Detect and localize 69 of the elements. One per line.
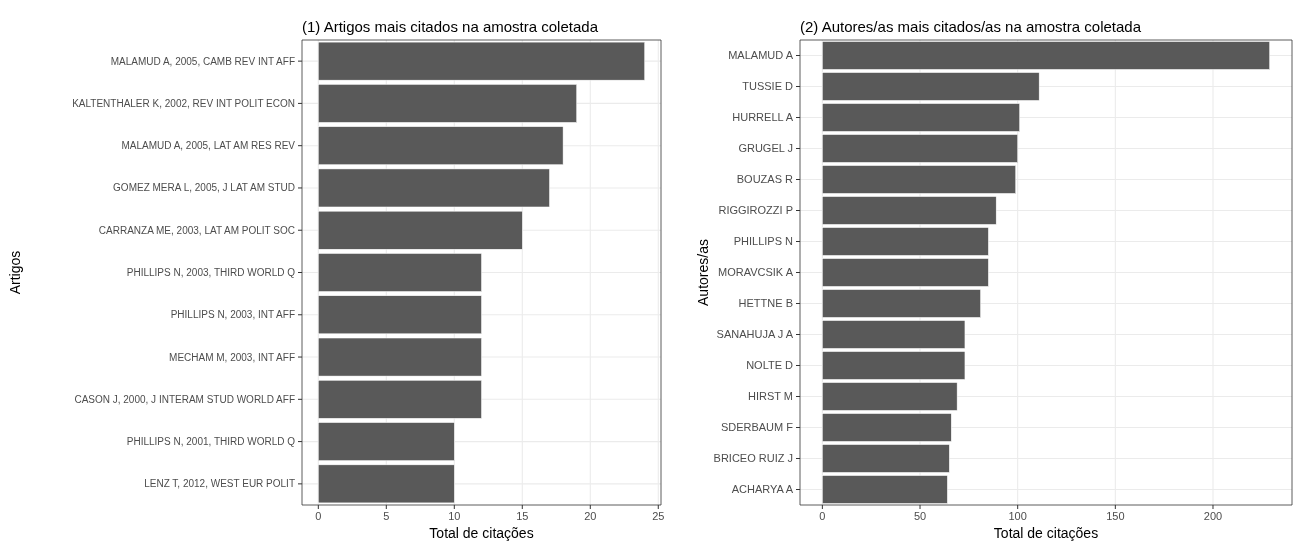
y-tick-label: CASON J, 2000, J INTERAM STUD WORLD AFF [74,393,295,405]
bar [318,84,577,123]
bar [822,41,1270,70]
y-tick-label: MALAMUD A [728,49,794,62]
x-axis-title: Total de citações [993,525,1099,541]
bar [822,134,1018,163]
y-tick-label: NOLTE D [746,359,794,372]
bar [318,422,455,461]
bar [318,41,645,81]
bar [822,351,966,380]
y-tick-label: CARRANZA ME, 2003, LAT AM POLIT SOC [98,224,295,236]
y-tick-label: KALTENTHALER K, 2002, REV INT POLIT ECON [72,97,295,109]
y-tick-label: HURRELL A [732,111,794,124]
chart-title: (1) Artigos mais citados na amostra coletada [302,18,599,35]
y-tick-label: MECHAM M, 2003, INT AFF [169,351,295,363]
bar [822,227,989,256]
y-tick-label: PHILLIPS N, 2003, THIRD WORLD Q [126,267,296,278]
bar [318,337,482,377]
bar [318,253,482,292]
y-tick-label: PHILLIPS N, 2001, THIRD WORLD Q [126,436,296,448]
y-tick-label: GOMEZ MERA L, 2005, J LAT AM STUD [113,182,295,194]
bar [318,380,482,419]
x-axis-title: Total de citações [429,525,534,541]
y-tick-label: MALAMUD A, 2005, LAT AM RES REV [121,140,296,152]
x-tick-label: 25 [652,510,665,522]
x-tick-label: 10 [448,510,461,522]
x-tick-label: 20 [584,510,597,522]
bar [822,165,1016,194]
x-tick-label: 0 [315,510,322,522]
y-tick-label: SANAHUJA J A [716,328,794,341]
bar [822,258,989,287]
bar [318,168,550,208]
y-tick-label: ACHARYA A [731,483,794,496]
bar [822,103,1020,132]
bar [318,126,564,165]
bar [318,464,455,504]
y-axis-title: Artigos [7,250,23,295]
y-tick-label: LENZ T, 2012, WEST EUR POLIT [144,478,295,490]
chart-title: (2) Autores/as mais citados/as na amostra coletada [800,18,1142,35]
bar [822,413,952,442]
x-tick-label: 50 [913,510,927,522]
x-tick-label: 100 [1008,510,1027,522]
y-axis-title: Autores/as [695,239,711,306]
bar [318,295,482,335]
x-tick-label: 150 [1106,510,1125,522]
y-tick-label: TUSSIE D [742,80,794,93]
y-tick-label: PHILLIPS N, 2003, INT AFF [170,309,295,321]
bar [822,320,966,349]
x-tick-label: 200 [1203,510,1223,522]
y-tick-label: BRICEO RUIZ J [713,452,793,465]
y-tick-label: RIGGIROZZI P [718,204,793,217]
y-tick-label: PHILLIPS N [733,235,794,248]
bar [822,382,958,411]
y-tick-label: GRUGEL J [738,142,793,155]
bar [318,210,523,250]
y-tick-label: HIRST M [747,390,793,403]
y-tick-label: BOUZAS R [736,173,794,186]
bar [822,444,950,473]
x-tick-label: 0 [819,510,826,522]
x-tick-label: 15 [516,510,529,522]
y-tick-label: MORAVCSIK A [718,266,794,279]
bar [822,196,997,225]
bar [822,289,981,318]
x-tick-label: 5 [383,510,390,522]
y-tick-label: HETTNE B [738,297,793,310]
bar [822,72,1040,101]
bar [822,475,948,504]
y-tick-label: SDERBAUM F [720,421,794,434]
y-tick-label: MALAMUD A, 2005, CAMB REV INT AFF [110,55,295,67]
